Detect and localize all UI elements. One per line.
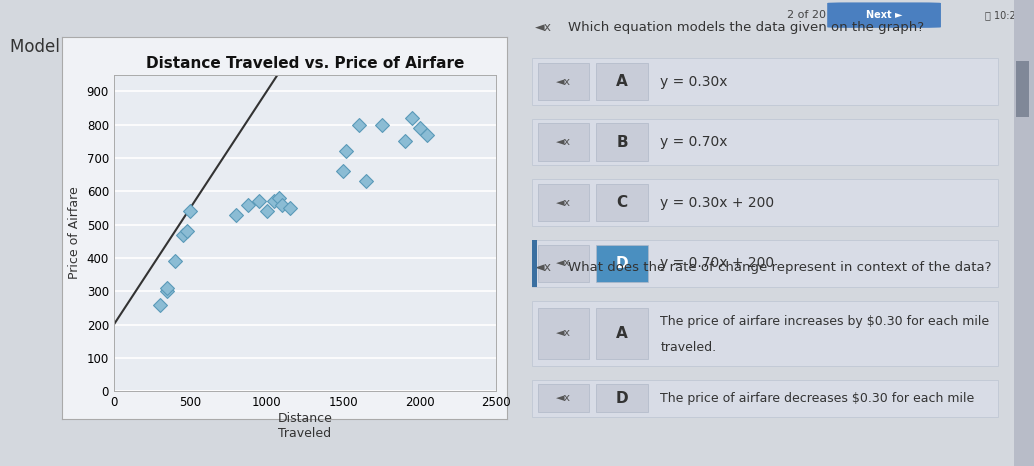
Point [373,121,390,128]
Text: y = 0.30x: y = 0.30x [661,75,728,89]
Text: y = 0.30x + 200: y = 0.30x + 200 [661,196,774,210]
Text: D: D [615,256,629,271]
Text: ◄x: ◄x [555,328,571,338]
Text: Next ►: Next ► [865,10,903,20]
Bar [597,123,647,161]
Bar [1013,0,1034,466]
Point [240,201,256,208]
Bar [597,184,647,221]
Bar [597,308,647,359]
Point [251,198,268,205]
Text: The price of airfare increases by $0.30 for each mile: The price of airfare increases by $0.30 … [661,315,990,328]
Text: The price of airfare decreases $0.30 for each mile: The price of airfare decreases $0.30 for… [661,392,975,405]
Point [258,207,275,215]
Y-axis label: Price of Airfare: Price of Airfare [68,186,81,280]
Bar [538,384,588,412]
Text: Model Linear Data: Model Linear Data [10,38,162,56]
Point [266,198,282,205]
Point [159,288,176,295]
Bar [1016,61,1029,116]
Text: ◄x: ◄x [555,258,571,268]
Bar [533,380,998,417]
Bar [533,240,998,287]
Text: ⏱ 10:26: ⏱ 10:26 [984,10,1022,20]
Bar [538,308,588,359]
Bar [533,58,998,105]
Point [274,201,291,208]
Point [179,227,195,235]
Text: traveled.: traveled. [661,341,717,354]
Text: ◄x: ◄x [555,198,571,208]
Bar [533,240,537,287]
Point [358,178,374,185]
Bar [533,301,998,366]
Bar [597,384,647,412]
Point [151,301,168,308]
Text: ◄x: ◄x [555,137,571,147]
Bar [533,179,998,226]
Bar [538,123,588,161]
Bar [538,63,588,100]
Text: Which equation models the data given on the graph?: Which equation models the data given on … [569,21,924,34]
Title: Distance Traveled vs. Price of Airfare: Distance Traveled vs. Price of Airfare [146,55,464,71]
Point [351,121,367,128]
Point [412,124,428,132]
Text: ◄x: ◄x [555,393,571,404]
Text: y = 0.70x + 200: y = 0.70x + 200 [661,256,774,270]
Point [227,211,244,219]
Bar [538,245,588,282]
Point [271,194,287,202]
Point [338,148,355,155]
Point [335,168,352,175]
Text: B: B [616,135,628,150]
Bar [597,63,647,100]
Text: y = 0.70x: y = 0.70x [661,135,728,149]
Point [175,231,191,239]
Bar [533,119,998,165]
Point [404,114,421,122]
Point [419,131,435,138]
X-axis label: Distance
Traveled: Distance Traveled [277,412,333,440]
Text: A: A [616,326,628,341]
Point [166,258,183,265]
FancyBboxPatch shape [827,2,941,28]
Point [281,204,298,212]
Text: D: D [615,391,629,406]
Point [182,207,199,215]
Text: C: C [616,195,628,210]
Text: A: A [616,74,628,89]
Bar [538,184,588,221]
Point [396,137,413,145]
Text: What does the rate of change represent in context of the data?: What does the rate of change represent i… [569,261,992,274]
Text: ◄x: ◄x [535,261,552,274]
Text: ◄x: ◄x [555,76,571,87]
Bar [597,245,647,282]
Text: ◄x: ◄x [535,21,552,34]
Point [159,284,176,292]
Text: 2 of 20: 2 of 20 [787,10,826,20]
